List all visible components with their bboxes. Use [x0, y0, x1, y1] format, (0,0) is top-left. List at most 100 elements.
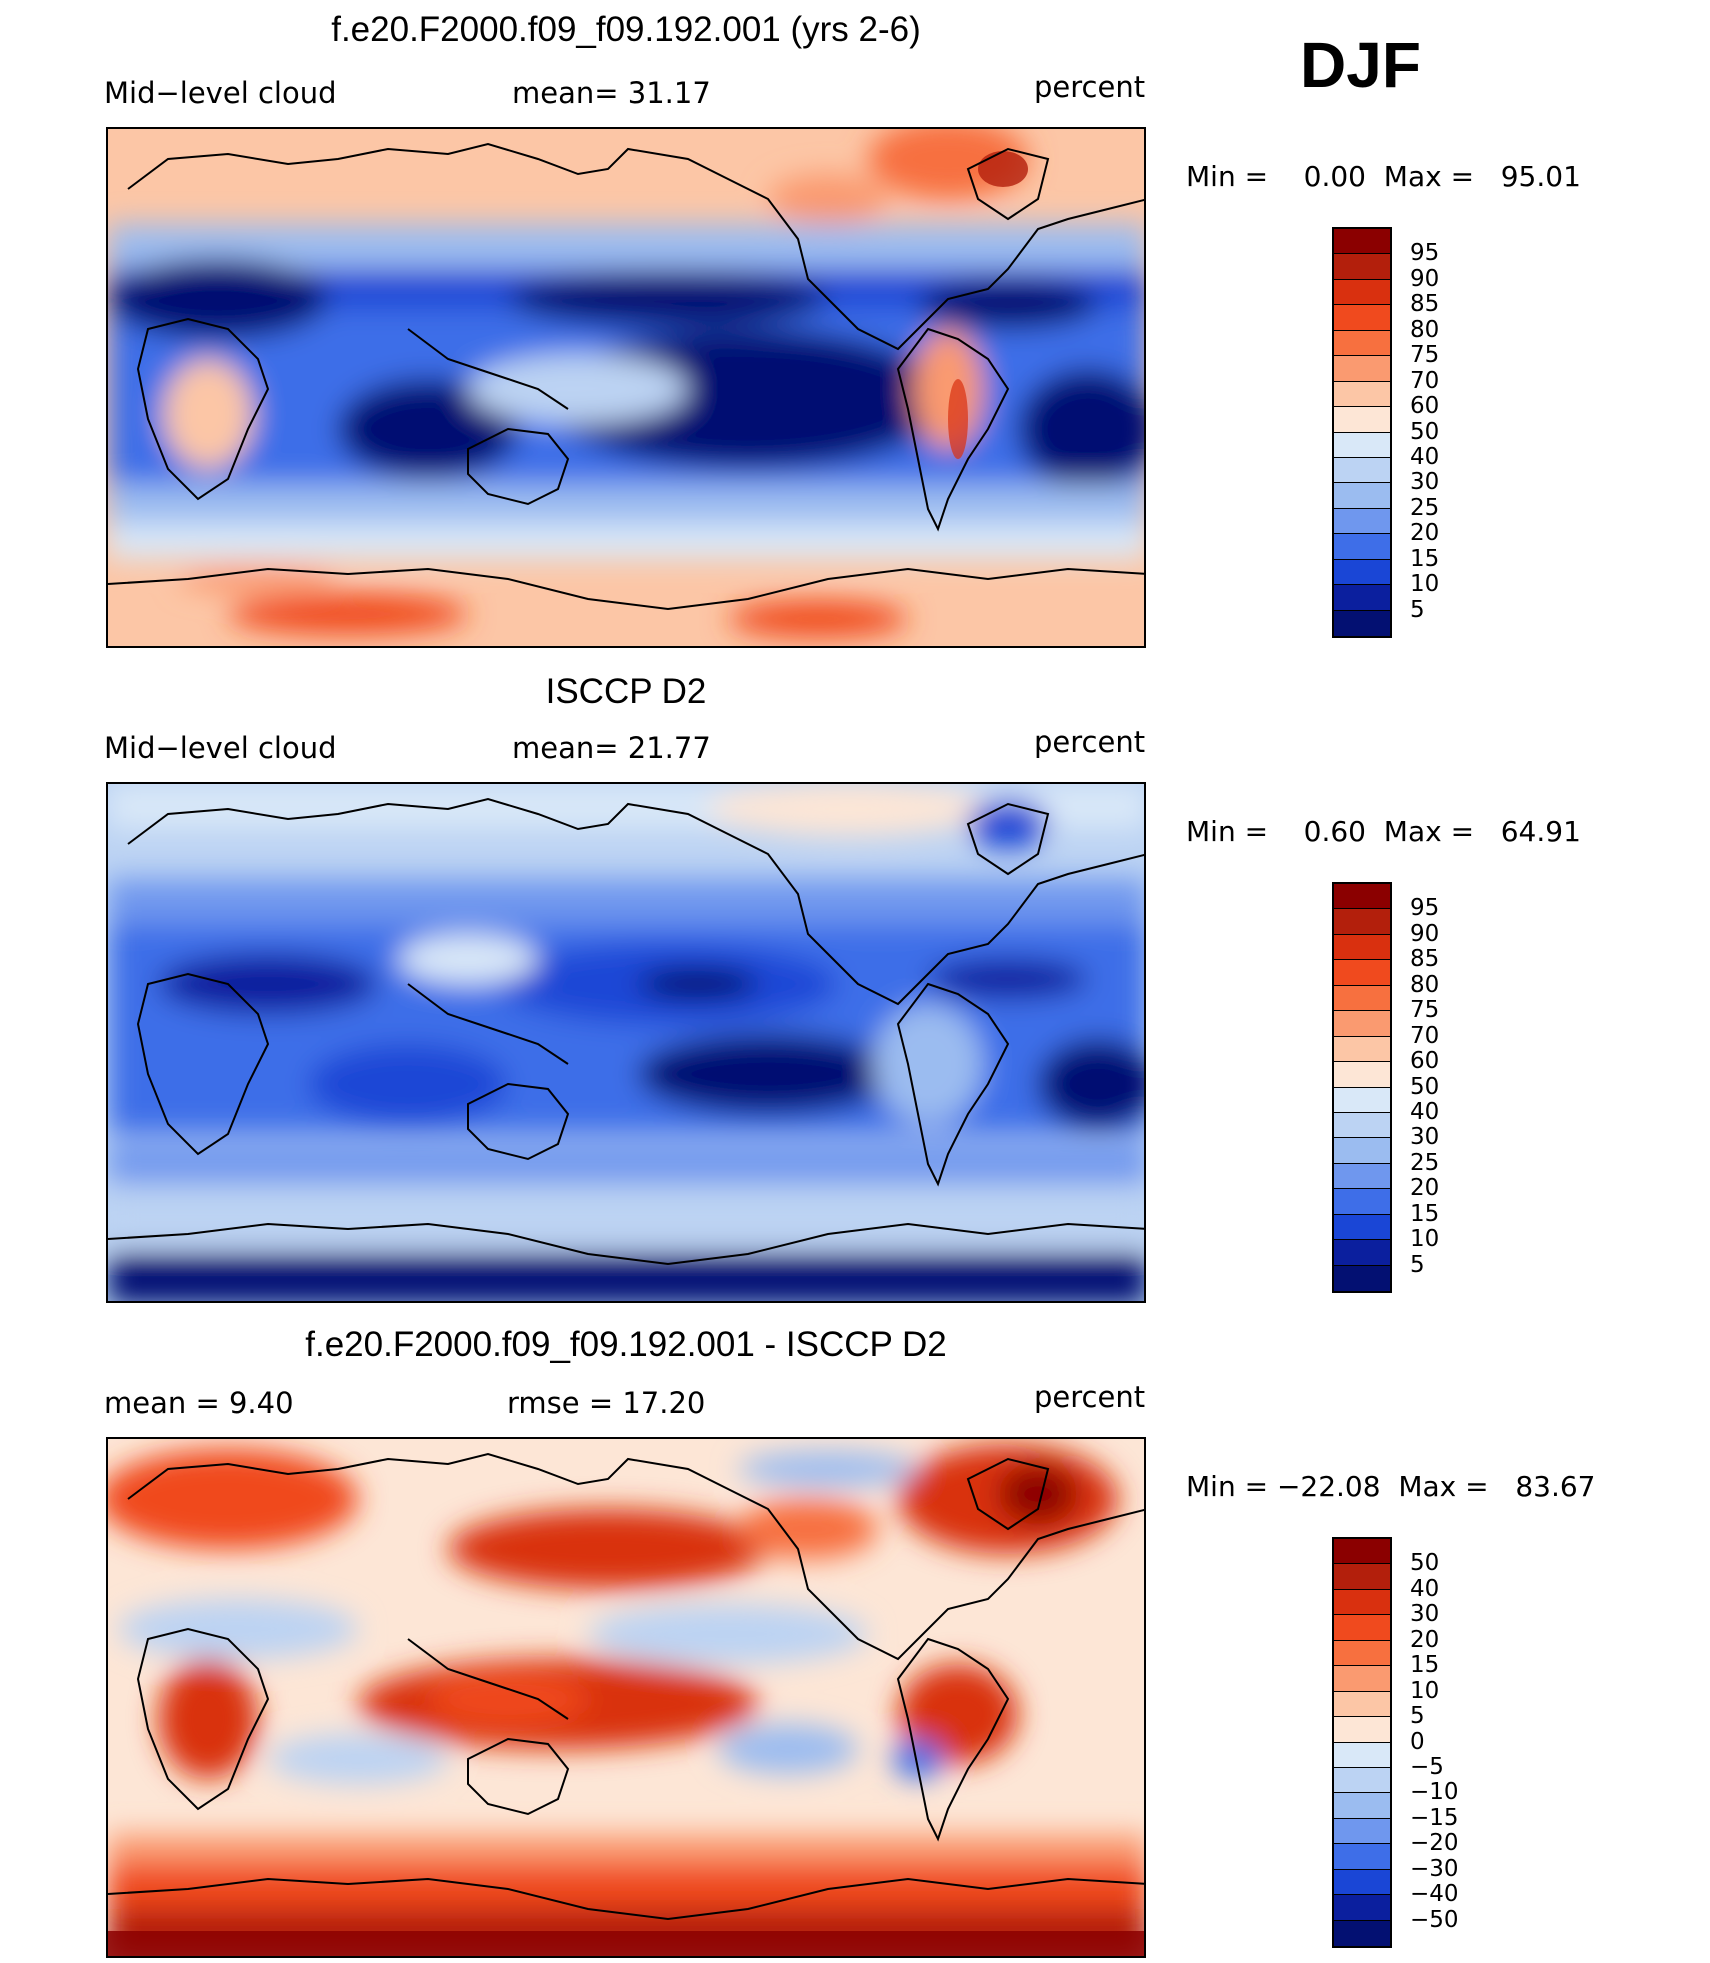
- colorbar-tick-label: 50: [1410, 1550, 1440, 1577]
- colorbar-tick-label: 10: [1410, 1226, 1440, 1253]
- colorbar-tick-label: 80: [1410, 316, 1440, 343]
- colorbar-tick-label: 20: [1410, 1626, 1440, 1653]
- colorbar-tick-label: 5: [1410, 596, 1425, 623]
- panel-2-title: ISCCP D2: [545, 672, 707, 711]
- colorbar-swatch: [1334, 1087, 1390, 1113]
- colorbar-swatch: [1334, 1717, 1390, 1743]
- panel-1-title: f.e20.F2000.f09_f09.192.001 (yrs 2-6): [331, 10, 921, 49]
- colorbar-swatch: [1334, 559, 1390, 586]
- colorbar-swatch: [1334, 279, 1390, 306]
- colorbar-tick-label: 85: [1410, 291, 1440, 318]
- colorbar-tick-label: 70: [1410, 367, 1440, 394]
- colorbar-swatch: [1334, 1767, 1390, 1794]
- colorbar-tick-label: 15: [1410, 1200, 1440, 1227]
- colorbar-1: [1332, 227, 1392, 638]
- colorbar-tick-label: −10: [1410, 1779, 1459, 1806]
- colorbar-swatch: [1334, 1214, 1390, 1241]
- colorbar-tick-label: 50: [1410, 1073, 1440, 1100]
- colorbar-tick-label: −40: [1410, 1881, 1459, 1908]
- colorbar-tick-label: 20: [1410, 520, 1440, 547]
- panel-1-units-label: percent: [1034, 70, 1146, 104]
- world-map-difference: [108, 1439, 1144, 1956]
- colorbar-swatch: [1334, 934, 1390, 961]
- colorbar-tick-label: 10: [1410, 1677, 1440, 1704]
- colorbar-swatch: [1334, 1869, 1390, 1896]
- colorbar-tick-label: 90: [1410, 920, 1440, 947]
- colorbar-tick-label: 30: [1410, 469, 1440, 496]
- panel-1-min-max: Min = 0.00 Max = 95.01: [1186, 160, 1581, 193]
- colorbar-swatch: [1334, 1895, 1390, 1921]
- colorbar-tick-label: 5: [1410, 1703, 1425, 1730]
- colorbar-tick-label: 40: [1410, 1575, 1440, 1602]
- colorbar-tick-label: 85: [1410, 946, 1440, 973]
- colorbar-tick-label: 20: [1410, 1175, 1440, 1202]
- world-map-model: [108, 129, 1144, 646]
- colorbar-swatch: [1334, 356, 1390, 382]
- colorbar-swatch: [1334, 1564, 1390, 1590]
- colorbar-swatch: [1334, 1036, 1390, 1063]
- colorbar-swatch: [1334, 1112, 1390, 1139]
- colorbar-swatch: [1334, 585, 1390, 611]
- colorbar-swatch: [1334, 381, 1390, 408]
- panel-2-min-max: Min = 0.60 Max = 64.91: [1186, 815, 1581, 848]
- colorbar-swatch: [1334, 1615, 1390, 1641]
- colorbar-swatch: [1334, 483, 1390, 509]
- colorbar-swatch: [1334, 1163, 1390, 1190]
- panel-2-units-label: percent: [1034, 725, 1146, 759]
- colorbar-tick-label: 25: [1410, 1149, 1440, 1176]
- colorbar-tick-label: 25: [1410, 494, 1440, 521]
- colorbar-tick-label: 10: [1410, 571, 1440, 598]
- panel-3-mean-label: mean = 9.40: [104, 1386, 294, 1420]
- colorbar-swatch: [1334, 1138, 1390, 1164]
- colorbar-tick-label: 95: [1410, 240, 1440, 267]
- colorbar-tick-label: −15: [1410, 1804, 1459, 1831]
- colorbar-swatch: [1334, 229, 1390, 255]
- panel-2-mean-label: mean= 21.77: [512, 731, 711, 765]
- panel-3-min-max: Min = −22.08 Max = 83.67: [1186, 1470, 1596, 1503]
- colorbar-swatch: [1334, 432, 1390, 458]
- panel-2-variable-label: Mid−level cloud: [104, 731, 337, 765]
- colorbar-3: [1332, 1537, 1392, 1948]
- colorbar-swatch: [1334, 305, 1390, 331]
- colorbar-swatch: [1334, 534, 1390, 560]
- colorbar-swatch: [1334, 1640, 1390, 1667]
- colorbar-tick-label: −50: [1410, 1906, 1459, 1933]
- colorbar-tick-label: 30: [1410, 1124, 1440, 1151]
- colorbar-swatch: [1334, 1189, 1390, 1215]
- colorbar-tick-label: 80: [1410, 971, 1440, 998]
- colorbar-swatch: [1334, 1742, 1390, 1768]
- panel-1-variable-label: Mid−level cloud: [104, 76, 337, 110]
- colorbar-tick-label: 0: [1410, 1728, 1425, 1755]
- colorbar-swatch: [1334, 330, 1390, 357]
- panel-3-rmse-label: rmse = 17.20: [507, 1386, 706, 1420]
- season-label: DJF: [1300, 29, 1421, 101]
- colorbar-swatch: [1334, 610, 1390, 636]
- colorbar-swatch: [1334, 1691, 1390, 1718]
- colorbar-swatch: [1334, 1240, 1390, 1266]
- colorbar-swatch: [1334, 960, 1390, 986]
- colorbar-swatch: [1334, 1539, 1390, 1565]
- colorbar-tick-label: 15: [1410, 1652, 1440, 1679]
- colorbar-2: [1332, 882, 1392, 1293]
- colorbar-tick-label: 60: [1410, 393, 1440, 420]
- colorbar-tick-label: 75: [1410, 997, 1440, 1024]
- colorbar-swatch: [1334, 1844, 1390, 1870]
- colorbar-swatch: [1334, 1062, 1390, 1088]
- panel-3-units-label: percent: [1034, 1380, 1146, 1414]
- colorbar-tick-label: 30: [1410, 1601, 1440, 1628]
- colorbar-swatch: [1334, 1589, 1390, 1616]
- colorbar-swatch: [1334, 1265, 1390, 1291]
- colorbar-tick-label: −20: [1410, 1830, 1459, 1857]
- colorbar-swatch: [1334, 1011, 1390, 1037]
- colorbar-tick-label: 15: [1410, 545, 1440, 572]
- colorbar-tick-label: 75: [1410, 342, 1440, 369]
- colorbar-tick-label: 95: [1410, 895, 1440, 922]
- panel-1-mean-label: mean= 31.17: [512, 76, 711, 110]
- colorbar-tick-label: −30: [1410, 1855, 1459, 1882]
- colorbar-tick-label: 70: [1410, 1022, 1440, 1049]
- map-panel-model: [106, 127, 1146, 648]
- colorbar-tick-label: 90: [1410, 265, 1440, 292]
- colorbar-swatch: [1334, 508, 1390, 535]
- colorbar-tick-label: 40: [1410, 443, 1440, 470]
- colorbar-swatch: [1334, 884, 1390, 910]
